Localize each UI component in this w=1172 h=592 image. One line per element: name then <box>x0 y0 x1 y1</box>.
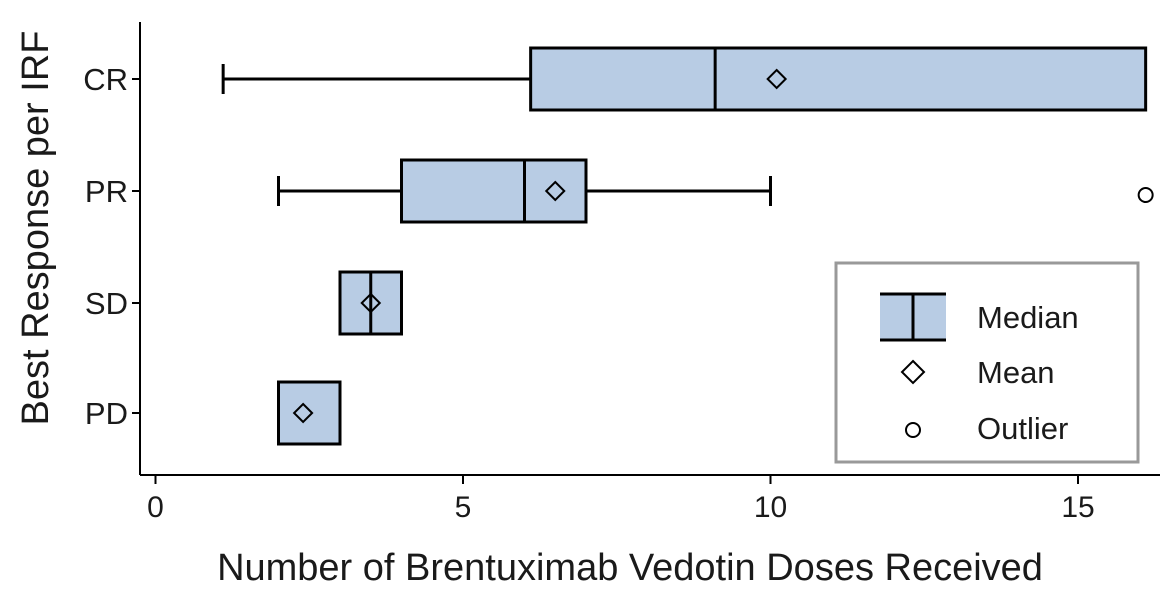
legend-label-mean: Mean <box>977 355 1055 390</box>
mean-marker-pd <box>292 402 314 424</box>
legend-label-outlier: Outlier <box>977 411 1068 446</box>
mean-marker-cr <box>766 68 788 90</box>
mean-marker-sd <box>360 292 382 314</box>
box-pd <box>277 380 342 446</box>
x-tick-label: 10 <box>754 491 787 524</box>
y-tick-label-cr: CR <box>83 62 128 97</box>
x-tick-label: 0 <box>147 491 164 524</box>
legend-diamond-symbol <box>900 359 926 385</box>
x-axis-title: Number of Brentuximab Vedotin Doses Rece… <box>217 547 1043 589</box>
outlier-point-pr <box>1137 187 1154 203</box>
y-axis-title: Best Response per IRF <box>15 31 57 426</box>
legend-circle-symbol <box>905 422 921 438</box>
plot-area <box>221 46 1154 446</box>
legend: Median Mean Outlier <box>834 261 1140 464</box>
axes: 0 5 10 15 CR PR SD PD <box>83 22 1160 524</box>
box-cr <box>529 46 1148 112</box>
x-tick-label: 5 <box>455 491 472 524</box>
y-tick-label-pd: PD <box>85 396 128 431</box>
mean-marker-pr <box>544 180 566 202</box>
y-tick-label-pr: PR <box>85 174 128 209</box>
box-pr <box>400 158 588 224</box>
legend-label-median: Median <box>977 300 1079 335</box>
y-tick-label-sd: SD <box>85 286 128 321</box>
x-tick-label: 15 <box>1061 491 1094 524</box>
